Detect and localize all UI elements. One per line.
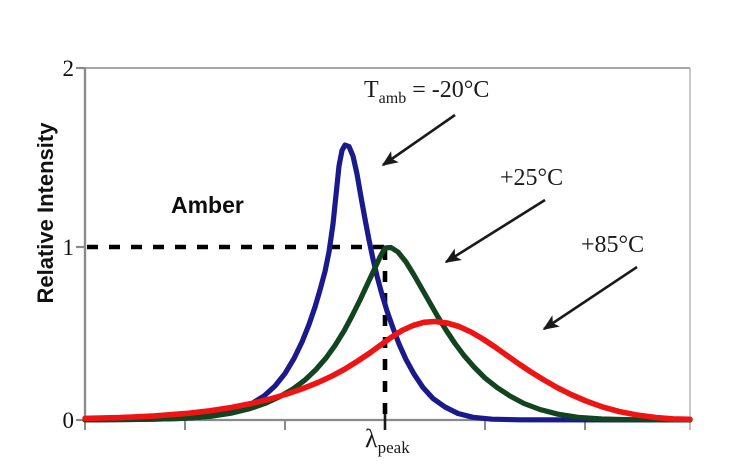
y-tick-label-1: 1 [62, 235, 75, 260]
curve-plus-85c [82, 318, 693, 423]
x-axis-label: λpeak [365, 424, 410, 458]
arrow-to-plus-25c-curve [444, 198, 546, 264]
annotation-arrows [381, 113, 638, 331]
t-amb-value: = -20°C [406, 77, 490, 103]
annotation-t-ambient: Tamb = -20°C [364, 77, 489, 108]
t-amb-subscript: amb [378, 89, 407, 107]
arrow-to-minus-20c-curve [381, 113, 456, 167]
lambda-symbol: λ [365, 424, 378, 453]
curve-minus-20c [82, 142, 693, 423]
axis-frame [83, 67, 691, 422]
amber-label: Amber [171, 192, 244, 218]
curve-plus-25c [82, 244, 693, 423]
y-tick-label-0: 0 [62, 408, 75, 433]
t-amb-symbol: T [364, 77, 379, 103]
y-axis-ticks [76, 66, 85, 422]
lambda-subscript: peak [377, 438, 410, 458]
arrow-to-plus-85c-curve [542, 265, 638, 331]
reference-lines [87, 244, 388, 421]
annotation-plus-85c: +85°C [581, 232, 645, 258]
annotation-plus-25c: +25°C [500, 165, 564, 191]
y-tick-label-2: 2 [62, 56, 75, 81]
